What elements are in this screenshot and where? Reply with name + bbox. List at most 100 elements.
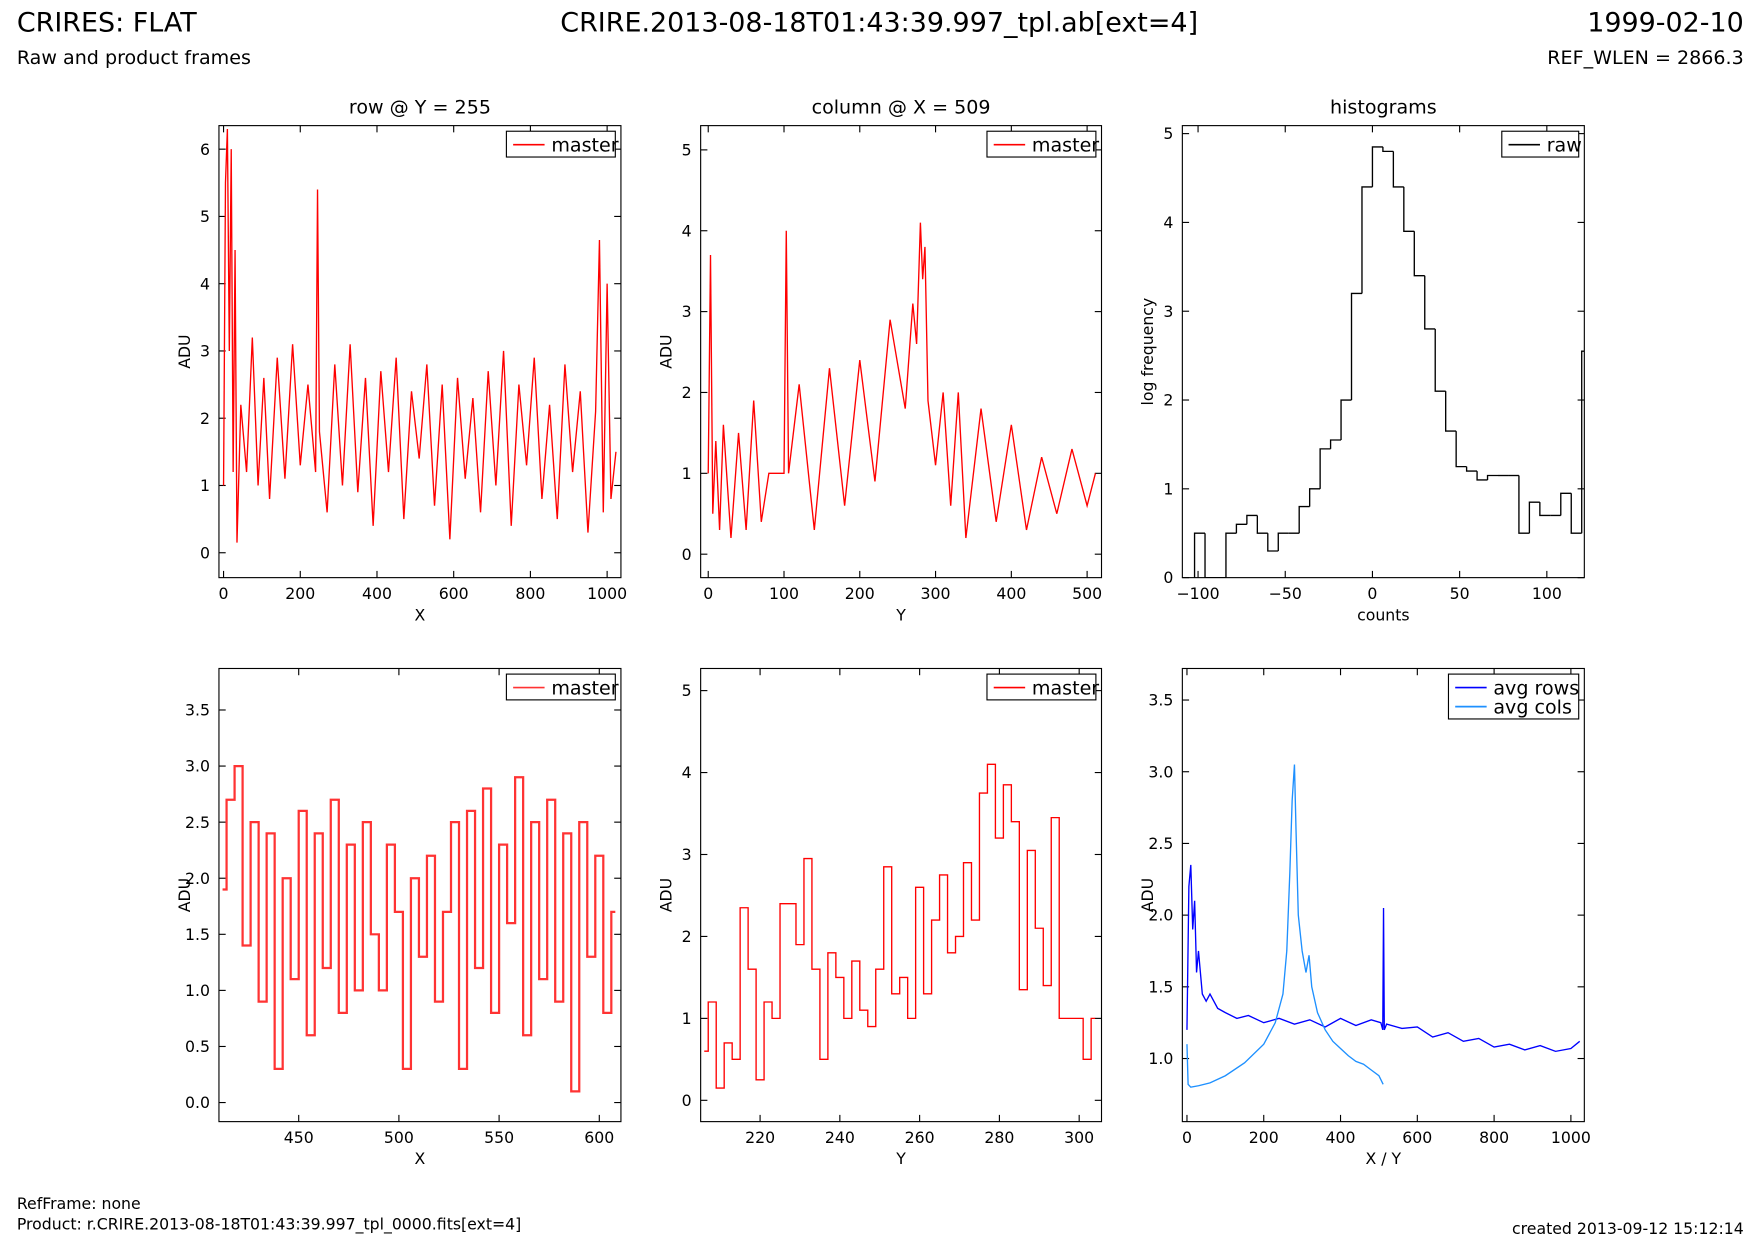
y-tick-label: 3 xyxy=(1163,302,1173,321)
y-tick-label: 3 xyxy=(200,342,210,361)
panel: 220 240 260 280 300 0 1 2 3 4 5 Y ADU master xyxy=(656,667,1103,1168)
histogram-bin xyxy=(1382,146,1394,153)
y-tick-label: 5 xyxy=(682,681,692,700)
y-tick-label: 1 xyxy=(682,1009,692,1028)
histogram-bin xyxy=(1256,515,1268,534)
histogram-bin xyxy=(1267,533,1279,552)
footer-product: Product: r.CRIRE.2013-08-18T01:43:39.997… xyxy=(17,1214,521,1234)
x-tick-label: 800 xyxy=(1479,1128,1509,1147)
legend-label: avg rows xyxy=(1493,677,1579,699)
y-tick-label: 3.5 xyxy=(185,701,210,720)
histogram-bin xyxy=(1560,492,1572,516)
histogram-bin xyxy=(1193,532,1206,578)
x-tick-label: 0 xyxy=(1182,1128,1192,1147)
histogram-bin xyxy=(1476,471,1488,481)
y-tick-label: 0.5 xyxy=(185,1037,210,1056)
x-tick-label: −100 xyxy=(1176,584,1219,603)
y-tick-label: 2.5 xyxy=(1148,834,1173,853)
histogram-bin xyxy=(1581,350,1585,534)
histogram-bin xyxy=(1424,275,1436,330)
x-axis-label: X xyxy=(415,1149,426,1168)
header-subtitle: Raw and product frames xyxy=(17,47,251,69)
panel: 0 200 400 600 800 1000 0 1 2 3 4 5 6 row @ Y = 255 X AD… xyxy=(175,96,627,624)
y-tick-label: 3.0 xyxy=(185,757,210,776)
axes-frame xyxy=(218,667,622,1123)
histogram-bin xyxy=(1308,488,1321,507)
header-file: CRIRE.2013-08-18T01:43:39.997_tpl.ab[ext… xyxy=(560,7,1198,38)
y-tick-label: 3.5 xyxy=(1148,691,1173,710)
x-tick-label: 240 xyxy=(825,1128,855,1147)
plot-area xyxy=(1193,146,1585,578)
x-tick-label: 280 xyxy=(984,1128,1014,1147)
y-tick-label: 2 xyxy=(682,383,692,402)
x-tick-label: 600 xyxy=(439,584,469,603)
y-tick-label: 3.0 xyxy=(1148,762,1173,781)
x-axis-label: Y xyxy=(895,1149,906,1168)
histogram-bin xyxy=(1225,532,1237,578)
y-tick-label: 1 xyxy=(682,464,692,483)
legend-label: master xyxy=(1032,677,1099,699)
data-line xyxy=(1186,764,1384,1088)
y-tick-label: 6 xyxy=(200,140,210,159)
histogram-bin xyxy=(1340,399,1352,440)
panel-title: row @ Y = 255 xyxy=(349,96,491,118)
y-tick-label: 4 xyxy=(682,763,692,782)
x-axis-label: X / Y xyxy=(1366,1149,1402,1168)
y-tick-label: 4 xyxy=(682,221,692,240)
y-axis-label: ADU xyxy=(175,334,194,368)
axes-frame xyxy=(700,667,1103,1123)
legend-label: avg cols xyxy=(1493,696,1572,718)
y-axis-label: ADU xyxy=(175,878,194,912)
data-line xyxy=(704,763,1096,1089)
plot-area xyxy=(704,763,1096,1089)
histogram-bin xyxy=(1403,186,1415,232)
y-tick-label: 0 xyxy=(1163,568,1173,587)
histogram-bin xyxy=(1539,502,1551,517)
histogram-bin xyxy=(1361,186,1373,294)
y-tick-label: 3 xyxy=(682,845,692,864)
y-tick-label: 3 xyxy=(682,302,692,321)
legend-label: raw xyxy=(1547,134,1582,156)
x-tick-label: 0 xyxy=(219,584,229,603)
header-title: CRIRES: FLAT xyxy=(17,7,197,38)
plot-area xyxy=(222,764,616,1093)
histogram-bin xyxy=(1518,475,1530,534)
y-tick-label: 1.0 xyxy=(1148,1049,1173,1068)
legend-label: master xyxy=(551,677,618,699)
x-tick-label: 200 xyxy=(845,584,875,603)
y-tick-label: 5 xyxy=(682,140,692,159)
x-axis-label: Y xyxy=(895,605,906,624)
x-tick-label: 300 xyxy=(921,584,951,603)
y-tick-label: 5 xyxy=(1163,124,1173,143)
x-tick-label: 450 xyxy=(284,1128,314,1147)
x-tick-label: 1000 xyxy=(1551,1128,1591,1147)
data-line xyxy=(1186,864,1581,1053)
y-tick-label: 2.0 xyxy=(1148,906,1173,925)
x-tick-label: 0 xyxy=(1367,584,1377,603)
y-tick-label: 1.5 xyxy=(185,925,210,944)
x-tick-label: 800 xyxy=(515,584,545,603)
histogram-bin xyxy=(1319,448,1331,489)
y-tick-label: 0 xyxy=(682,545,692,564)
x-tick-label: 0 xyxy=(703,584,713,603)
x-tick-label: 200 xyxy=(285,584,315,603)
y-tick-label: 4 xyxy=(1163,213,1173,232)
histogram-bin xyxy=(1371,146,1383,187)
legend-label: master xyxy=(551,134,618,156)
x-tick-label: 300 xyxy=(1064,1128,1094,1147)
x-tick-label: 200 xyxy=(1249,1128,1279,1147)
panel: −100 −50 0 50 100 0 1 2 3 4 5 histograms counts log f… xyxy=(1138,96,1585,624)
y-tick-label: 4 xyxy=(200,274,210,293)
y-tick-label: 0.0 xyxy=(185,1093,210,1112)
x-tick-label: 600 xyxy=(584,1128,614,1147)
data-line xyxy=(222,764,616,1093)
footer-created: created 2013-09-12 15:12:14 xyxy=(1512,1219,1744,1238)
panel: 450 500 550 600 0.0 0.5 1.0 1.5 2.0 2.5 3.0 3.5 X ADU… xyxy=(175,667,622,1168)
y-tick-label: 2 xyxy=(682,927,692,946)
y-tick-label: 1 xyxy=(200,476,210,495)
panel: 0 200 400 600 800 1000 1.0 1.5 2.0 2.5 3.0 3.5 X / Y… xyxy=(1138,667,1591,1168)
axes-frame xyxy=(700,125,1103,579)
y-tick-label: 1.5 xyxy=(1148,977,1173,996)
x-tick-label: 50 xyxy=(1450,584,1470,603)
